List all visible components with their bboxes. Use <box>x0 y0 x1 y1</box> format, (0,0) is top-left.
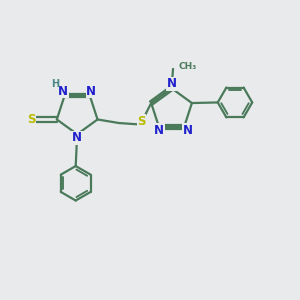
Text: H: H <box>51 79 59 89</box>
Text: CH₃: CH₃ <box>178 62 196 71</box>
Text: S: S <box>27 113 35 126</box>
Text: N: N <box>183 124 193 137</box>
Text: S: S <box>137 115 146 128</box>
Text: N: N <box>72 131 82 144</box>
Text: N: N <box>167 77 176 90</box>
Text: N: N <box>86 85 96 98</box>
Text: N: N <box>154 124 164 137</box>
Text: N: N <box>58 85 68 98</box>
